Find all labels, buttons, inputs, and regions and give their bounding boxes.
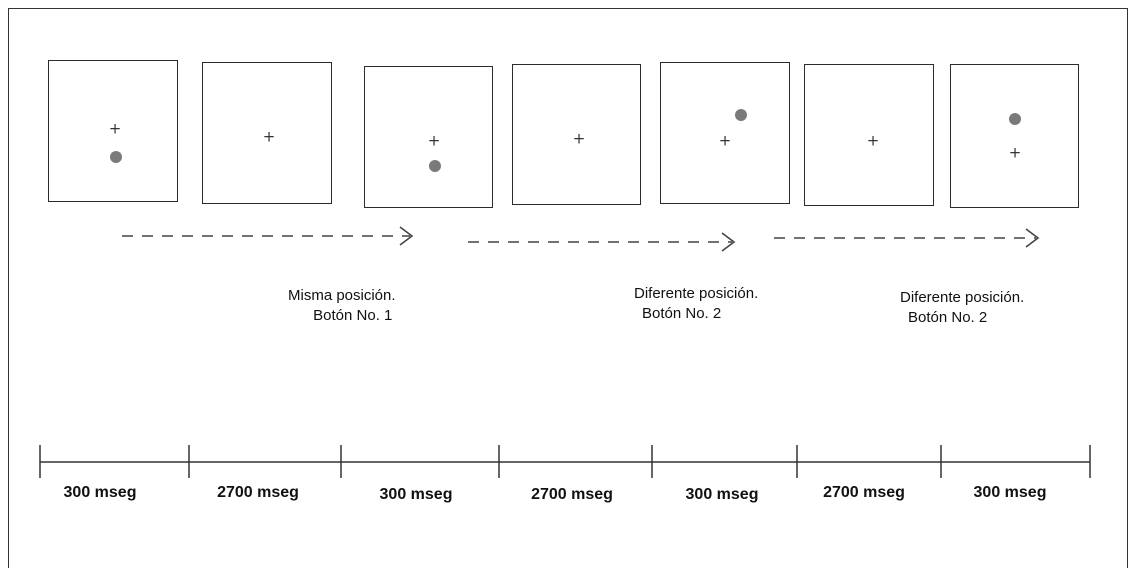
probe-dot <box>1009 113 1021 125</box>
probe-dot <box>110 151 122 163</box>
response-label-2: Diferente posición. Botón No. 2 <box>634 284 758 324</box>
duration-label-7: 300 mseg <box>973 484 1047 501</box>
dashed-arrow-3 <box>774 228 1040 248</box>
stimulus-frame-4: + <box>512 64 641 205</box>
dashed-arrow-1 <box>122 226 414 246</box>
duration-label-5: 300 mseg <box>685 486 759 503</box>
fixation-cross: + <box>718 131 732 150</box>
stimulus-frame-1: + <box>48 60 178 202</box>
response-condition: Misma posición. <box>288 287 396 304</box>
figure-frame <box>8 8 1128 568</box>
stimulus-frame-6: + <box>804 64 934 206</box>
probe-dot <box>735 109 747 121</box>
response-button: Botón No. 1 <box>313 307 393 324</box>
fixation-cross: + <box>108 119 122 138</box>
stimulus-frame-5: + <box>660 62 790 204</box>
duration-label-2: 2700 mseg <box>217 484 299 501</box>
stimulus-frame-3: + <box>364 66 493 208</box>
response-condition: Diferente posición. <box>900 289 1025 306</box>
stimulus-frame-7: + <box>950 64 1079 208</box>
dashed-arrow-2 <box>468 232 736 252</box>
duration-label-3: 300 mseg <box>379 486 453 503</box>
response-button: Botón No. 2 <box>908 309 988 326</box>
fixation-cross: + <box>572 129 586 148</box>
response-condition: Diferente posición. <box>634 285 759 302</box>
fixation-cross: + <box>427 131 441 150</box>
response-button: Botón No. 2 <box>642 305 722 322</box>
response-label-1: Misma posición. Botón No. 1 <box>288 286 396 326</box>
probe-dot <box>429 160 441 172</box>
duration-label-1: 300 mseg <box>63 484 137 501</box>
response-label-3: Diferente posición. Botón No. 2 <box>900 288 1024 328</box>
fixation-cross: + <box>262 127 276 146</box>
duration-label-6: 2700 mseg <box>823 484 905 501</box>
fixation-cross: + <box>1008 143 1022 162</box>
duration-label-4: 2700 mseg <box>531 486 613 503</box>
fixation-cross: + <box>866 131 880 150</box>
stimulus-frame-2: + <box>202 62 332 204</box>
